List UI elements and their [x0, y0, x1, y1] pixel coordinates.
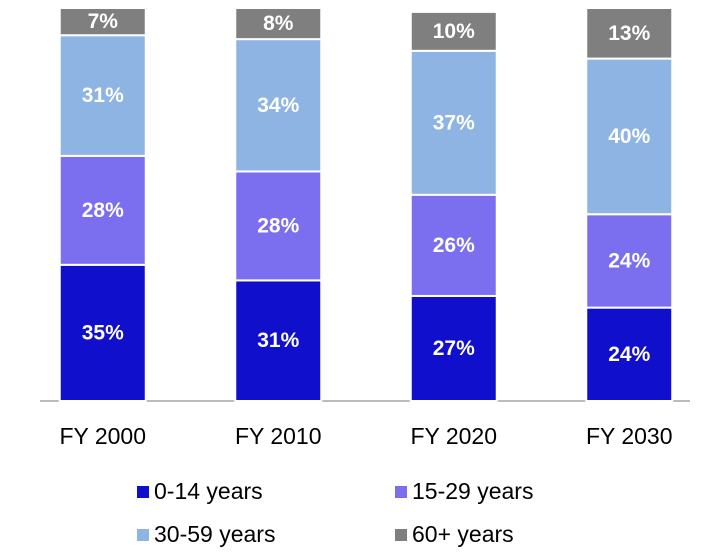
bar-segment [58, 263, 147, 403]
bar-segment [234, 7, 323, 41]
data-label: 10% [433, 20, 475, 43]
data-label: 31% [257, 329, 299, 352]
data-label: 24% [608, 249, 650, 272]
data-label: 37% [433, 111, 475, 134]
bar-segment [58, 154, 147, 266]
data-label: 8% [263, 12, 294, 35]
bar-segment [234, 170, 323, 282]
bar-segment [409, 294, 498, 402]
bar-segment [585, 57, 674, 216]
data-label: 34% [257, 94, 299, 117]
bar-segment [234, 38, 323, 173]
data-label: 24% [608, 343, 650, 366]
data-label: 35% [82, 321, 124, 344]
legend-swatch [137, 529, 149, 541]
bar-segment [234, 279, 323, 403]
legend-swatch [395, 486, 407, 498]
x-tick-label: FY 2000 [59, 423, 146, 449]
bar-segment [585, 306, 674, 402]
bar-segment [58, 7, 147, 37]
legend-label: 15-29 years [412, 478, 533, 504]
legend-label: 0-14 years [154, 478, 263, 504]
legend-label: 60+ years [412, 521, 514, 547]
x-tick-label: FY 2030 [586, 423, 673, 449]
data-label: 7% [88, 10, 119, 33]
x-tick-label: FY 2010 [235, 423, 322, 449]
data-label: 28% [257, 214, 299, 237]
data-label: 28% [82, 199, 124, 222]
data-label: 26% [433, 234, 475, 257]
bar-segment [409, 49, 498, 196]
data-label: 31% [82, 84, 124, 107]
bar-segment [585, 7, 674, 60]
data-label: 40% [608, 125, 650, 148]
data-label: 13% [608, 22, 650, 45]
data-label: 27% [433, 337, 475, 360]
legend-label: 30-59 years [154, 521, 275, 547]
x-tick-label: FY 2020 [410, 423, 497, 449]
bar-segment [409, 10, 498, 52]
legend-swatch [137, 486, 149, 498]
bar-segment [585, 213, 674, 309]
legend-swatch [395, 529, 407, 541]
bar-segment [409, 193, 498, 297]
